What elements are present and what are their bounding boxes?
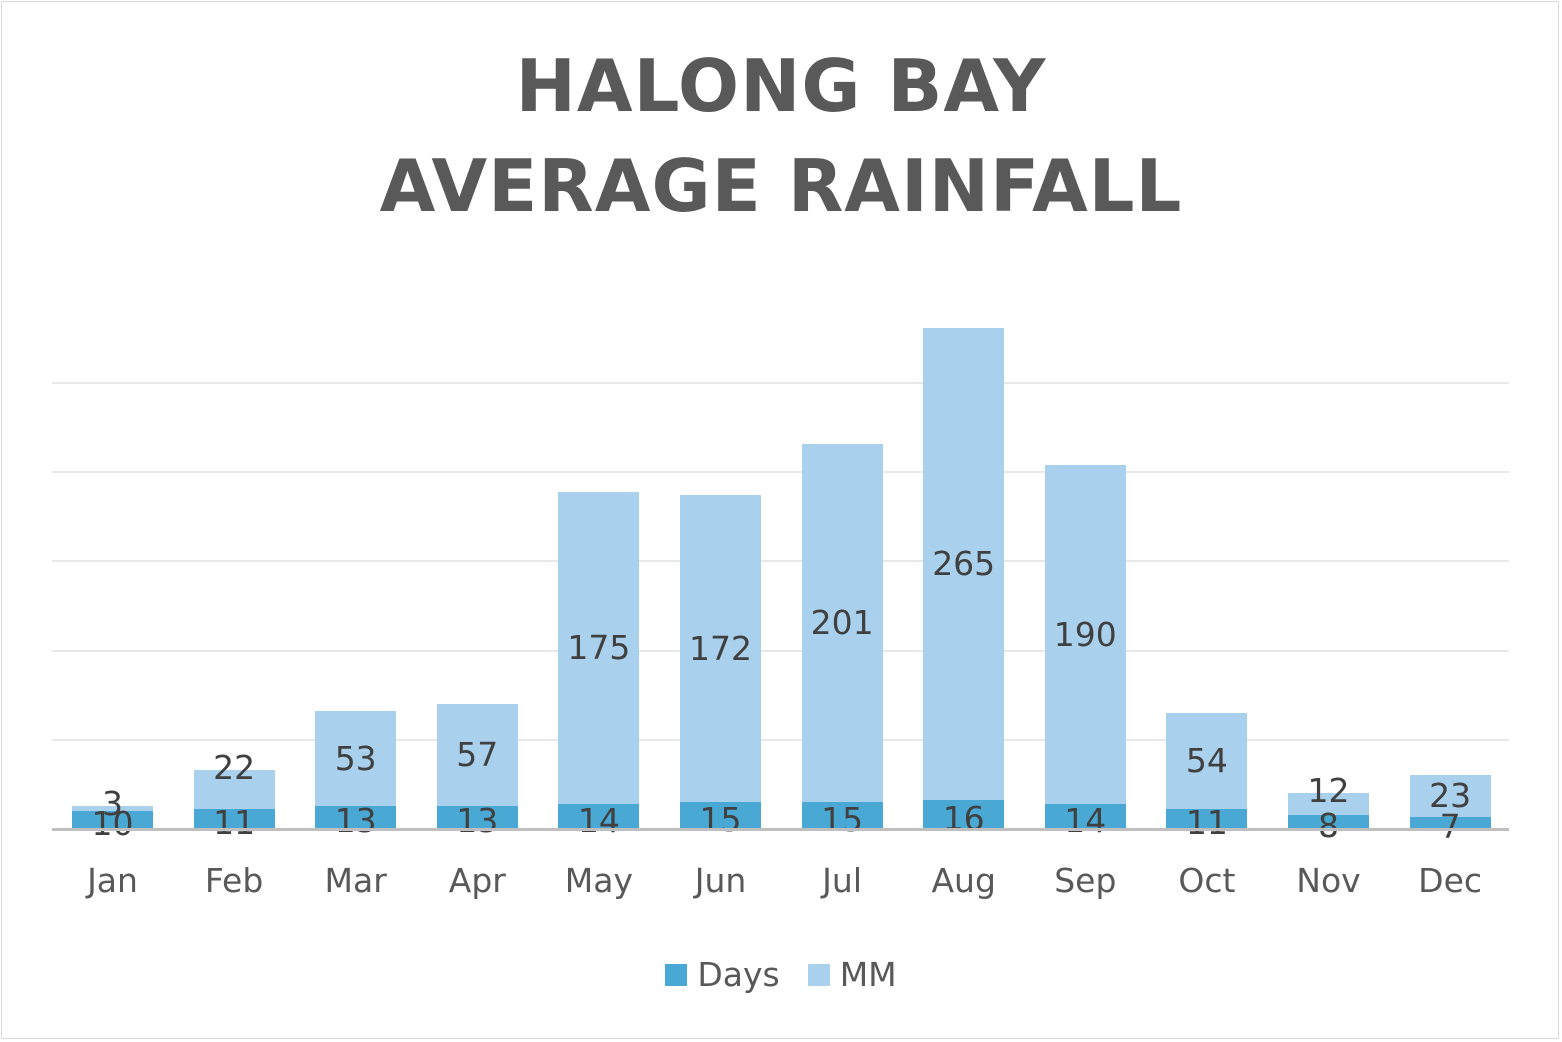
bar-days-oct: [1166, 809, 1248, 829]
bar-mm-feb: [193, 770, 275, 810]
x-axis-label: Oct: [1178, 861, 1236, 900]
legend: Days MM: [0, 955, 1562, 994]
x-axis-label: Apr: [448, 861, 506, 900]
data-label-days: 10: [91, 804, 134, 844]
bar-days-nov: [1288, 814, 1369, 829]
x-axis-label: Feb: [204, 861, 264, 900]
x-axis-label: Jun: [694, 861, 747, 900]
bar-days-may: [558, 804, 640, 829]
bar-mm-dec: [1409, 775, 1491, 817]
x-axis-label: Sep: [1054, 861, 1117, 900]
legend-label-days: Days: [697, 955, 780, 994]
legend-item-mm: MM: [807, 955, 897, 994]
data-label-mm: 54: [1185, 741, 1228, 781]
data-label-mm: 23: [1429, 775, 1472, 815]
data-label-days: 11: [1185, 803, 1228, 843]
data-label-days: 13: [334, 801, 377, 841]
data-label-days: 14: [577, 800, 620, 840]
bar-mm-jul: [801, 443, 883, 803]
x-axis-label: Nov: [1296, 861, 1361, 900]
bar-days-jan: [72, 811, 153, 829]
gridline: [52, 649, 1509, 652]
data-label-days: 8: [1318, 805, 1339, 845]
gridline: [52, 382, 1509, 384]
data-label-mm: 57: [456, 734, 499, 774]
legend-swatch-days: [665, 963, 688, 986]
data-label-mm: 265: [932, 544, 996, 584]
x-axis-label: Jul: [822, 861, 862, 900]
bar-days-jul: [801, 802, 883, 829]
legend-label-mm: MM: [839, 955, 897, 994]
bar-days-jun: [680, 802, 761, 829]
x-axis-label: Dec: [1418, 861, 1483, 900]
legend-swatch-mm: [807, 963, 830, 986]
bar-days-sep: [1044, 804, 1126, 829]
bar-mm-oct: [1166, 713, 1248, 810]
bar-days-apr: [436, 805, 518, 829]
gridline: [52, 738, 1509, 741]
data-label-days: 13: [456, 801, 499, 841]
data-label-mm: 172: [689, 628, 752, 668]
x-axis-label: Mar: [324, 861, 387, 900]
bar-mm-mar: [315, 711, 397, 806]
x-axis-label: May: [564, 861, 633, 900]
bar-days-dec: [1409, 816, 1491, 829]
chart-title-line-1: HALONG BAY: [515, 44, 1047, 128]
bar-mm-aug: [923, 327, 1005, 801]
bar-days-feb: [193, 809, 275, 829]
bar-mm-jun: [680, 495, 761, 803]
legend-item-days: Days: [665, 955, 780, 994]
data-label-mm: 12: [1307, 771, 1350, 811]
data-label-mm: 175: [567, 627, 631, 667]
data-label-mm: 22: [213, 748, 256, 788]
x-axis-label: Aug: [931, 861, 996, 900]
gridline: [52, 471, 1509, 474]
data-label-mm: 53: [334, 738, 377, 778]
x-axis-label: Jan: [87, 861, 138, 900]
data-label-mm: 190: [1053, 614, 1117, 654]
chart-title-line-2: AVERAGE RAINFALL: [379, 144, 1183, 228]
data-label-days: 11: [213, 803, 256, 843]
bar-mm-may: [558, 491, 640, 804]
data-label-mm: 201: [810, 602, 874, 642]
bar-mm-sep: [1044, 465, 1126, 805]
bar-days-mar: [315, 805, 397, 829]
data-label-mm: 3: [102, 783, 123, 823]
data-label-days: 14: [1064, 800, 1107, 840]
data-label-days: 7: [1439, 806, 1461, 846]
gridline: [52, 560, 1509, 563]
bar-days-aug: [923, 800, 1005, 829]
bar-mm-apr: [436, 704, 518, 806]
bar-mm-nov: [1288, 793, 1369, 815]
bar-mm-jan: [72, 805, 153, 812]
x-axis-line: [52, 828, 1509, 831]
